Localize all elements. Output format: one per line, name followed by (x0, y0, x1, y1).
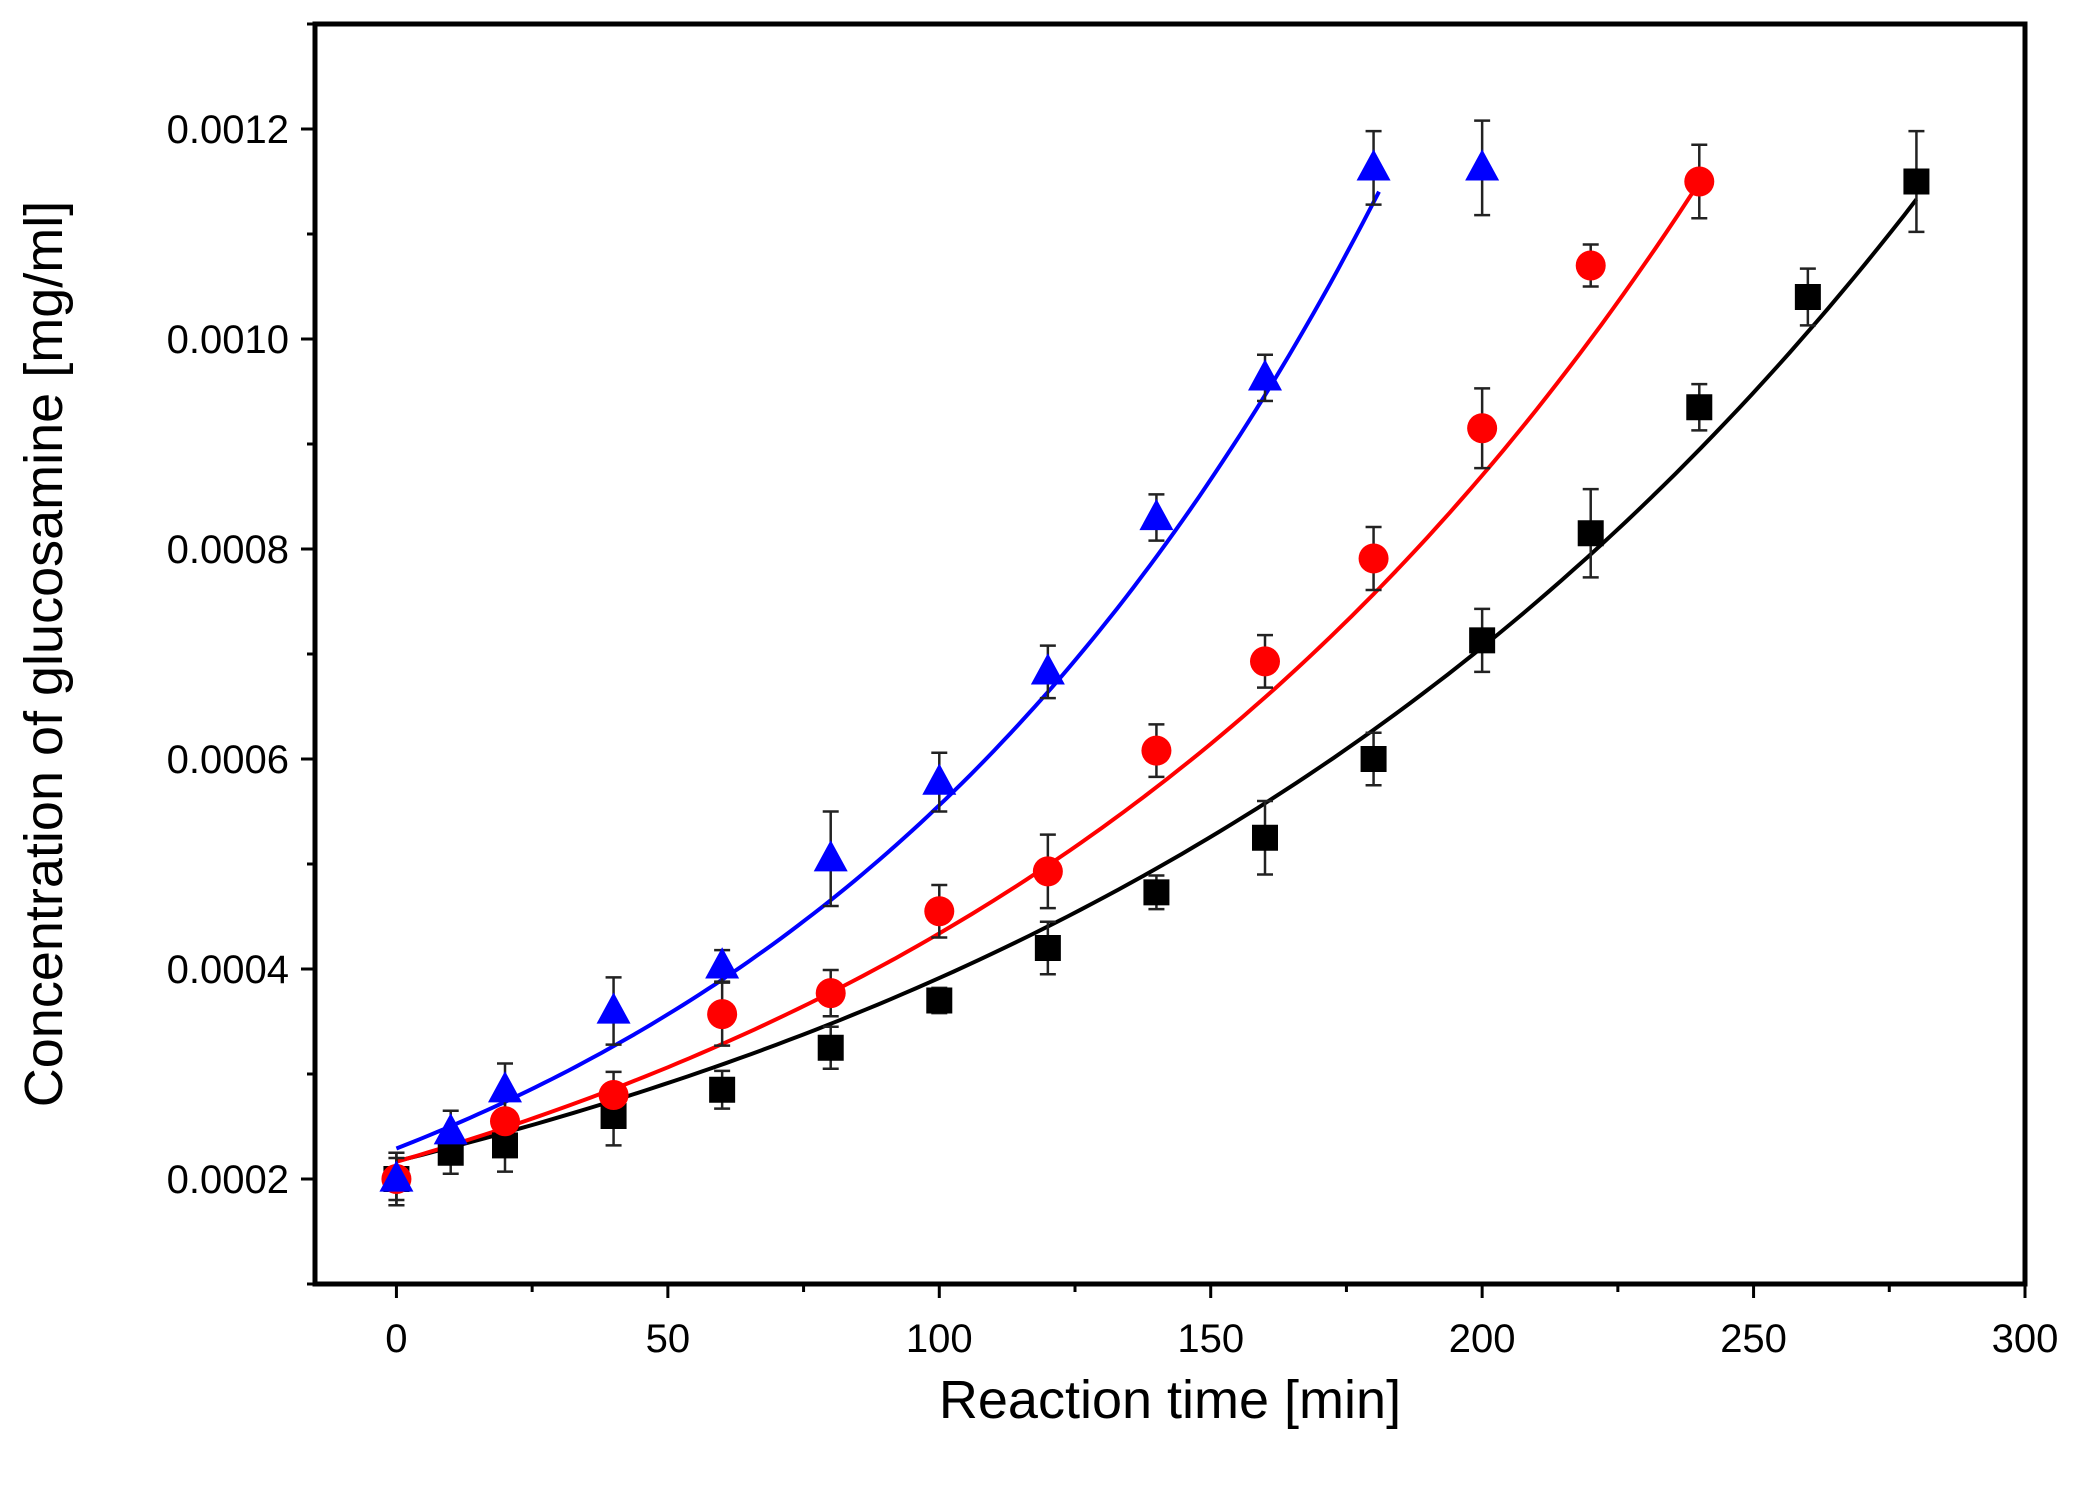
series-blue-triangles-point (596, 992, 631, 1024)
series-red-circles-point (1250, 646, 1280, 677)
series-blue-triangles-point (1030, 653, 1065, 685)
y-tick-label: 0.0008 (167, 528, 289, 572)
series-blue-triangles-point (1139, 498, 1174, 531)
series-black-squares-point (1577, 520, 1604, 547)
series-black-squares-point (492, 1132, 518, 1159)
series-red-circles-point (815, 978, 846, 1009)
series-blue-triangles-point (705, 947, 740, 979)
y-tick-label: 0.0002 (167, 1158, 289, 1202)
x-tick-label: 250 (1720, 1317, 1787, 1361)
y-tick-label: 0.0012 (167, 108, 289, 152)
series-blue-triangles-point (433, 1113, 468, 1145)
x-tick-label: 200 (1449, 1317, 1516, 1361)
y-tick-label: 0.0010 (167, 318, 289, 362)
series-red-circles-point (1575, 250, 1606, 281)
series-black-squares-point (1034, 935, 1061, 961)
series-red-circles-point (1467, 413, 1498, 444)
series-black-squares-point (1469, 627, 1496, 654)
series-blue-triangles-point (379, 1160, 414, 1192)
series-blue-triangles-point (1465, 149, 1500, 181)
series-blue-triangles-point (813, 840, 848, 872)
series-black-squares-point (1903, 168, 1930, 195)
x-tick-label: 100 (906, 1317, 973, 1361)
series-black-squares-point (1143, 879, 1170, 906)
series-blue-triangles-point (488, 1071, 522, 1103)
series-black-squares-point (709, 1076, 736, 1103)
x-tick-label: 150 (1177, 1317, 1244, 1361)
series-blue-triangles-point (1356, 149, 1391, 181)
series-red-circles-point (707, 999, 738, 1030)
series-blue-triangles-point (1248, 359, 1282, 391)
series-black-squares-point (1794, 284, 1821, 310)
series-red-circles-point (924, 896, 955, 927)
series-blue-triangles-point (922, 763, 957, 795)
y-tick-label: 0.0004 (167, 948, 289, 992)
series-red-circles-point (598, 1080, 629, 1110)
series-black-squares-fit (395, 198, 1918, 1164)
y-tick-label: 0.0006 (167, 738, 289, 782)
series-red-circles-point (1141, 735, 1172, 766)
series-black-squares-point (926, 987, 953, 1014)
series-red-circles-point (1684, 166, 1715, 197)
x-axis-title: Reaction time [min] (939, 1370, 1401, 1430)
series-red-circles-point (1032, 856, 1063, 887)
series-black-squares-point (1252, 824, 1278, 851)
plot-frame (312, 21, 2028, 1287)
data-markers (379, 149, 1930, 1194)
y-axis-title: Concentration of glucosamine [mg/ml] (14, 201, 74, 1107)
series-red-circles-point (490, 1106, 520, 1137)
series-black-squares-point (1686, 394, 1713, 421)
series-blue-triangles-fit (395, 190, 1381, 1151)
axis-ticks: 0 50 100 150 200 250 300 0.0002 0.0004 0.0006 0.00… (167, 22, 2059, 1361)
series-black-squares-point (817, 1034, 844, 1061)
series-red-circles-point (1358, 543, 1389, 574)
series-black-squares-point (1360, 746, 1387, 772)
x-tick-label: 0 (385, 1317, 407, 1361)
x-tick-label: 300 (1992, 1317, 2059, 1361)
x-tick-label: 50 (646, 1317, 691, 1361)
